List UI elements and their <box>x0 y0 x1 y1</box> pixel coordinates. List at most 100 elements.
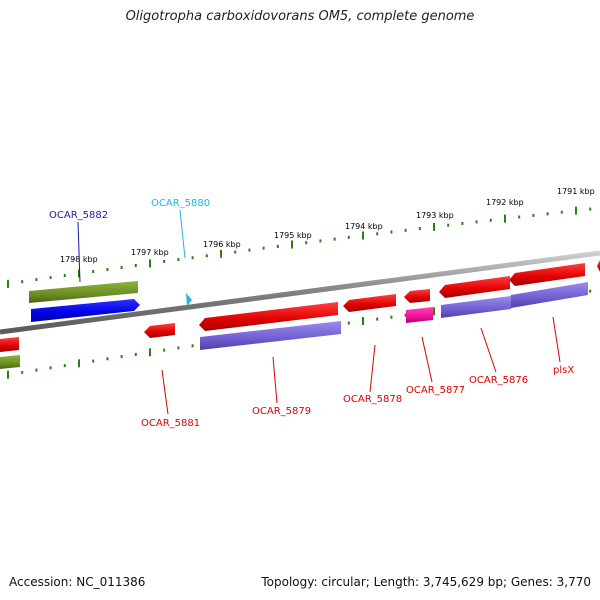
gene-label-plsx[interactable]: plsX <box>553 365 574 376</box>
gene-ocar-5880[interactable] <box>186 293 192 306</box>
genome-title: Oligotropha carboxidovorans OM5, complet… <box>125 9 475 24</box>
ruler-outer-tick <box>404 228 407 232</box>
ruler-outer-ticks <box>7 206 592 288</box>
ruler-inner-tick <box>404 313 407 317</box>
ruler-inner-tick <box>49 366 52 370</box>
ruler-inner-tick <box>134 352 137 356</box>
ruler-outer-tick <box>205 254 208 258</box>
ruler-outer-tick <box>489 218 492 222</box>
gene-ocar-5876[interactable] <box>439 276 510 298</box>
ruler-inner-tick <box>78 359 80 368</box>
ruler-label-1791: 1791 kbp <box>557 187 595 196</box>
ruler-inner-tick <box>63 364 66 368</box>
ruler-outer-tick <box>376 232 379 236</box>
ruler-outer-tick <box>291 240 293 249</box>
ruler-label-1793: 1793 kbp <box>416 211 454 220</box>
ruler-label-1792: 1792 kbp <box>486 198 524 207</box>
ruler-inner-tick <box>362 317 364 326</box>
ruler-outer-tick <box>63 274 66 277</box>
gene-plsx[interactable] <box>509 263 585 286</box>
ruler-outer-tick <box>276 244 279 248</box>
gene-ocar-5877-magenta[interactable] <box>406 307 433 323</box>
ruler-outer-tick <box>347 235 350 239</box>
gene-label-ocar-5881[interactable]: OCAR_5881 <box>141 418 200 429</box>
gene-ocar-5882[interactable] <box>31 299 140 322</box>
ruler-outer-tick <box>333 237 336 241</box>
genome-summary-text: Topology: circular; Length: 3,745,629 bp… <box>261 575 591 589</box>
gene-ocar-5878[interactable] <box>343 294 396 312</box>
gene-edge-right[interactable] <box>597 260 600 272</box>
ruler-outer-tick <box>106 268 109 271</box>
ruler-inner-tick <box>589 289 592 293</box>
ruler-outer-tick <box>120 266 123 269</box>
gene-ocar-5881[interactable] <box>144 323 175 338</box>
gene-labels: OCAR_5882 OCAR_5880 OCAR_5881 OCAR_5879 … <box>49 198 574 429</box>
gene-edge-left-olive[interactable] <box>0 355 20 369</box>
ruler-inner-tick <box>7 370 9 379</box>
ruler-outer-tick <box>234 250 237 254</box>
ruler-outer-tick <box>78 269 80 278</box>
ruler-outer-tick <box>191 256 194 260</box>
gene-ocar-5879[interactable] <box>199 302 338 331</box>
gene-olive-upper[interactable] <box>29 281 138 303</box>
gene-label-ocar-5880[interactable]: OCAR_5880 <box>151 198 210 209</box>
ruler-inner-tick <box>35 368 38 372</box>
gene-label-ocar-5876[interactable]: OCAR_5876 <box>469 375 528 386</box>
ruler-outer-tick <box>262 246 265 250</box>
ruler-outer-tick <box>504 214 506 223</box>
gene-ocar-5879-purple[interactable] <box>200 321 341 350</box>
ruler-label-1796: 1796 kbp <box>203 240 241 249</box>
ruler-outer-tick <box>447 223 450 227</box>
ruler-inner-tick <box>433 307 435 316</box>
gene-ocar-5877[interactable] <box>404 289 430 303</box>
ruler-outer-tick <box>433 222 435 231</box>
ruler-outer-tick <box>546 212 549 216</box>
ruler-outer-tick <box>518 215 521 219</box>
ruler-outer-tick <box>7 279 9 288</box>
gene-edge-left-red[interactable] <box>0 337 19 352</box>
ruler-inner-tick <box>163 348 166 352</box>
ruler-outer-tick <box>177 258 180 262</box>
ruler-inner-tick <box>92 359 95 363</box>
ruler-outer-tick <box>319 239 322 243</box>
ruler-outer-tick <box>532 213 535 217</box>
ruler-outer-tick <box>21 280 24 284</box>
ruler-inner-tick <box>376 317 379 321</box>
gene-label-ocar-5879[interactable]: OCAR_5879 <box>252 406 311 417</box>
ruler-outer-tick <box>248 248 251 252</box>
ruler-inner-tick <box>191 344 194 348</box>
ruler-outer-tick <box>589 207 592 211</box>
gene-ocar-5876-purple[interactable] <box>441 296 511 318</box>
gene-label-ocar-5878[interactable]: OCAR_5878 <box>343 394 402 405</box>
ruler-outer-tick <box>418 227 421 231</box>
ruler-label-1794: 1794 kbp <box>345 222 383 231</box>
gene-plsx-purple[interactable] <box>511 282 588 308</box>
ruler-outer-tick <box>461 222 464 225</box>
ruler-labels: 1798 kbp 1797 kbp 1796 kbp 1795 kbp 1794… <box>60 187 595 264</box>
ruler-outer-tick <box>49 276 52 280</box>
label-leaders <box>77 209 561 415</box>
gene-label-ocar-5877[interactable]: OCAR_5877 <box>406 385 465 396</box>
ruler-outer-tick <box>163 260 166 263</box>
ruler-outer-tick <box>92 270 95 273</box>
ruler-inner-tick <box>177 346 180 350</box>
ruler-label-1797: 1797 kbp <box>131 248 169 257</box>
ruler-inner-tick <box>120 355 123 359</box>
ruler-outer-tick <box>149 259 151 268</box>
ruler-outer-tick <box>560 210 563 214</box>
ruler-outer-tick <box>575 206 577 215</box>
gene-label-ocar-5882[interactable]: OCAR_5882 <box>49 210 108 221</box>
ruler-inner-tick <box>149 348 151 357</box>
ruler-outer-tick <box>220 249 222 258</box>
ruler-inner-tick <box>390 315 393 319</box>
ruler-inner-tick <box>106 357 109 361</box>
ruler-inner-tick <box>347 321 350 325</box>
ruler-outer-tick <box>362 231 364 240</box>
ruler-outer-tick <box>475 220 478 224</box>
gene-tracks <box>0 260 600 369</box>
ruler-outer-tick <box>35 278 38 282</box>
accession-text: Accession: NC_011386 <box>9 575 146 589</box>
ruler-outer-tick <box>134 264 137 267</box>
